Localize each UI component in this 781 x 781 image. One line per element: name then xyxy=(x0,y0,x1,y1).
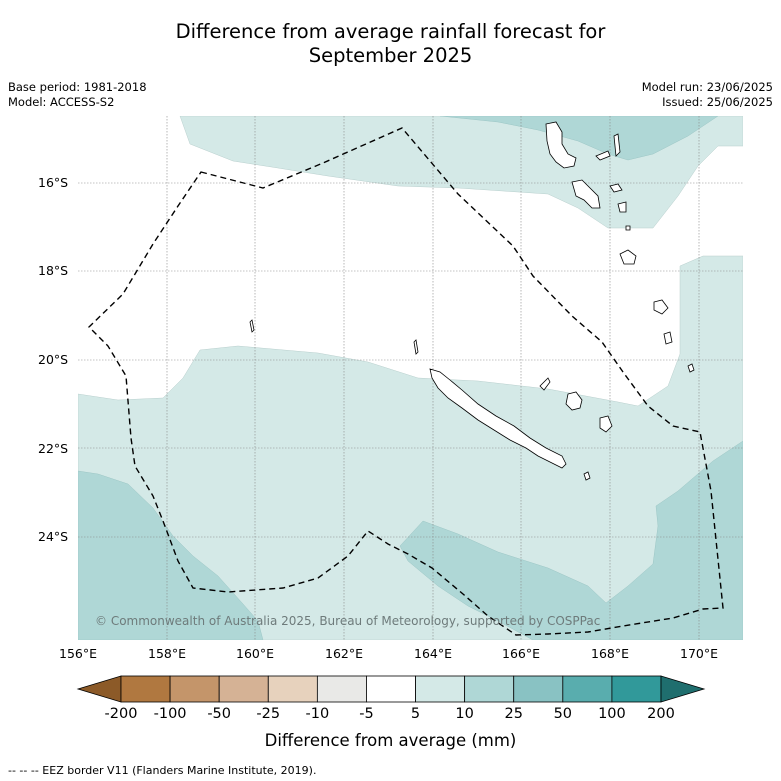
rainfall-map xyxy=(78,116,743,640)
title-line-2: September 2025 xyxy=(308,44,473,67)
island-belep xyxy=(413,339,419,355)
island-grande-terre xyxy=(429,368,567,469)
island-mare xyxy=(599,415,613,433)
lon-label-168e: 168°E xyxy=(590,646,630,661)
meta-right: Model run: 23/06/2025 Issued: 25/06/2025 xyxy=(642,80,773,110)
base-period: Base period: 1981-2018 xyxy=(8,80,147,94)
model-run: Model run: 23/06/2025 xyxy=(641,80,773,94)
map-title: Difference from average rainfall forecas… xyxy=(0,20,781,68)
region-10-25-sw xyxy=(78,470,264,640)
issued-date: Issued: 25/06/2025 xyxy=(662,95,773,109)
lon-label-162e: 162°E xyxy=(324,646,364,661)
colorbar-tick-label: 200 xyxy=(647,706,675,722)
lat-label-20s: 20°S xyxy=(38,352,69,367)
colorbar-tick-label: -25 xyxy=(256,706,281,722)
colorbar-segment xyxy=(366,675,416,703)
eez-border xyxy=(88,127,724,636)
colorbar-segment xyxy=(267,675,318,703)
title-line-1: Difference from average rainfall forecas… xyxy=(175,20,606,43)
colorbar-segment xyxy=(218,675,269,703)
meta-left: Base period: 1981-2018 Model: ACCESS-S2 xyxy=(8,80,147,110)
lat-label-22s: 22°S xyxy=(38,441,69,456)
colorbar-segment xyxy=(611,675,662,703)
vanuatu-islands xyxy=(545,121,695,373)
colorbar-tick-label: -100 xyxy=(153,706,187,722)
colorbar-segment xyxy=(316,675,367,703)
model-name: Model: ACCESS-S2 xyxy=(8,95,115,109)
colorbar-extend-high xyxy=(660,675,706,703)
region-10-25-se xyxy=(399,440,743,640)
island-erromango xyxy=(653,299,669,315)
lat-label-18s: 18°S xyxy=(38,263,69,278)
island-shepherd xyxy=(625,225,631,231)
island-small-1 xyxy=(249,319,255,333)
new-caledonia xyxy=(249,319,613,481)
lon-label-170e: 170°E xyxy=(679,646,719,661)
colorbar-tick-label: 10 xyxy=(455,706,474,722)
colorbar-segment xyxy=(120,675,171,703)
colorbar-tick-label: -200 xyxy=(104,706,138,722)
lon-label-164e: 164°E xyxy=(413,646,453,661)
colorbar-segment xyxy=(513,675,564,703)
island-ouvea xyxy=(539,377,551,391)
region-5-10-south xyxy=(78,255,743,640)
colorbar-title: Difference from average (mm) xyxy=(264,731,517,750)
colorbar-extend-low xyxy=(76,675,122,703)
island-pentecost xyxy=(613,133,621,157)
colorbar-tick-label: -5 xyxy=(359,706,374,722)
island-ambrym xyxy=(609,183,623,193)
island-walpole xyxy=(583,471,591,481)
lon-label-156e: 156°E xyxy=(58,646,98,661)
colorbar-tick-label: 25 xyxy=(504,706,523,722)
colorbar-tick-label: -50 xyxy=(207,706,232,722)
island-lifou xyxy=(565,391,583,411)
island-efate xyxy=(619,249,637,265)
colorbar-segment xyxy=(562,675,613,703)
colorbar-tick-label: 100 xyxy=(598,706,626,722)
colorbar-tick-label: 50 xyxy=(553,706,573,722)
grid xyxy=(78,116,743,640)
island-ambae xyxy=(595,150,611,161)
lon-label-160e: 160°E xyxy=(235,646,275,661)
lon-label-166e: 166°E xyxy=(501,646,541,661)
island-aneityum xyxy=(687,363,695,373)
copyright-notice: © Commonwealth of Australia 2025, Bureau… xyxy=(95,614,601,628)
region-10-25-ne xyxy=(439,116,719,161)
island-malekula xyxy=(571,179,601,209)
colorbar-segment xyxy=(415,675,466,703)
lon-label-158e: 158°E xyxy=(147,646,187,661)
island-epi xyxy=(617,201,627,213)
lat-label-16s: 16°S xyxy=(38,175,69,190)
lat-label-24s: 24°S xyxy=(38,529,69,544)
colorbar-tick-label: 5 xyxy=(410,706,421,722)
colorbar-segment xyxy=(464,675,515,703)
colorbar xyxy=(76,675,706,703)
island-espiritu-santo xyxy=(545,121,577,169)
island-tanna xyxy=(663,331,673,345)
eez-footer-note: -- -- -- EEZ border V11 (Flanders Marine… xyxy=(8,764,317,777)
colorbar-tick-label: -10 xyxy=(305,706,330,722)
colorbar-segment xyxy=(169,675,220,703)
